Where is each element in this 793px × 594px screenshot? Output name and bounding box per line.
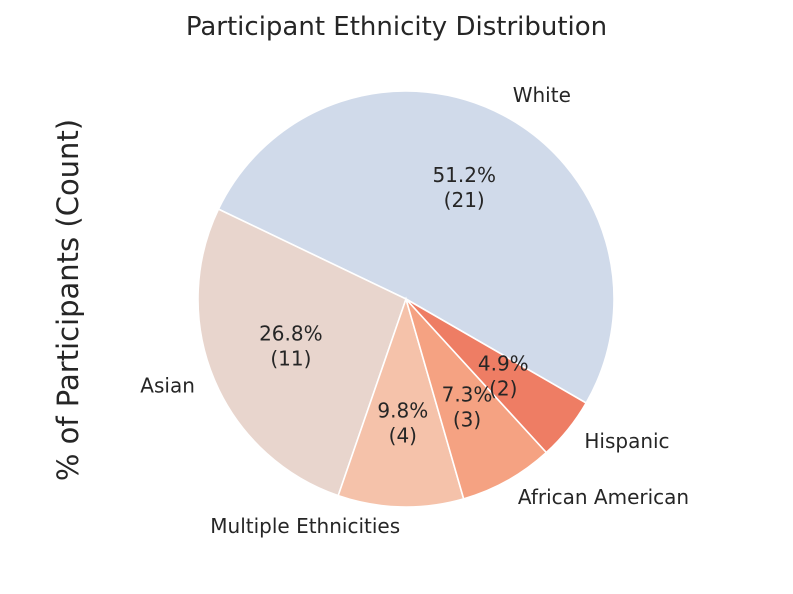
pie-labels: White 51.2%(21) Asian 26.8%(11) Multiple Eth… (140, 83, 689, 538)
slice-count-asian: (11) (270, 347, 311, 371)
slice-count-multiple-ethnicities: (4) (389, 423, 417, 447)
slice-count-african-american: (3) (453, 407, 481, 431)
slice-count-hispanic: (2) (489, 377, 517, 401)
slice-label-multiple-ethnicities: Multiple Ethnicities (210, 514, 400, 538)
slice-label-white: White (513, 83, 571, 107)
pie-slices (197, 90, 615, 508)
slice-count-white: (21) (444, 188, 485, 212)
slice-label-african-american: African American (518, 485, 689, 509)
slice-percent-asian: 26.8% (259, 322, 323, 346)
slice-label-hispanic: Hispanic (584, 429, 669, 453)
pie-slice-multiple-ethnicities (337, 296, 465, 508)
slice-label-asian: Asian (140, 374, 195, 398)
chart-title: Participant Ethnicity Distribution (185, 12, 608, 42)
pie-slice-asian (197, 208, 407, 497)
pie-slice-white (217, 90, 615, 405)
slice-percent-african-american: 7.3% (442, 382, 493, 406)
slice-percent-multiple-ethnicities: 9.8% (377, 398, 428, 422)
slice-percent-hispanic: 4.9% (478, 352, 529, 376)
pie-slice-hispanic (405, 298, 588, 454)
slice-percent-white: 51.2% (432, 163, 496, 187)
